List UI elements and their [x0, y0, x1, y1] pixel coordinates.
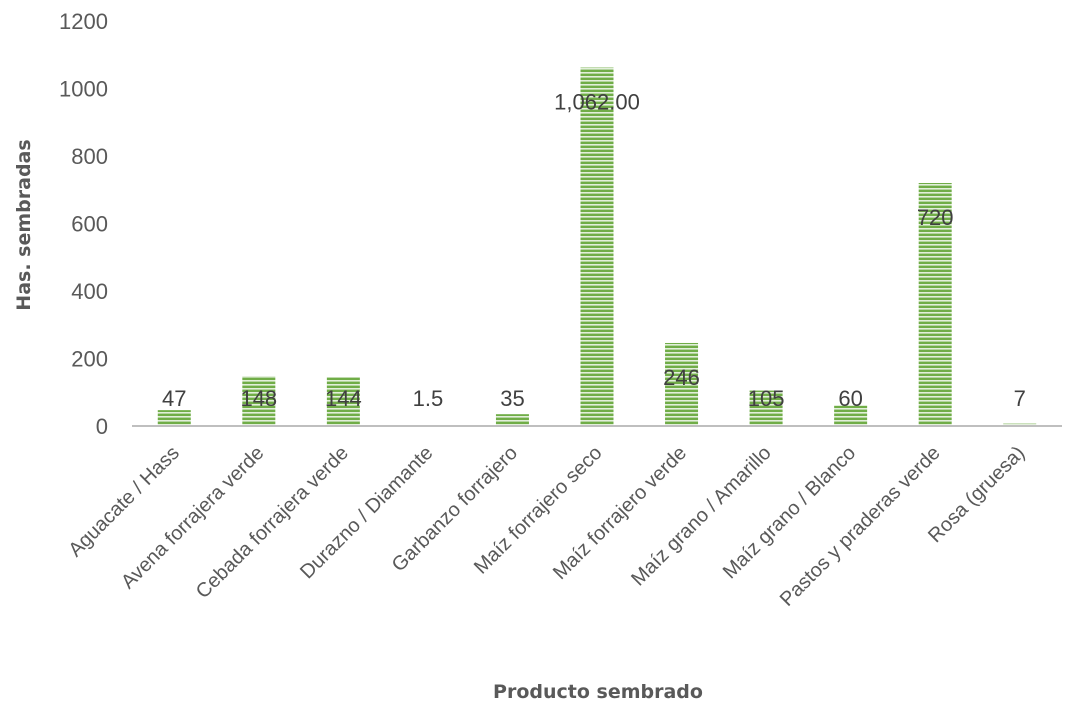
- bar: [157, 410, 191, 426]
- bar: [918, 183, 952, 426]
- data-label: 720: [917, 205, 954, 230]
- bar: [834, 405, 868, 426]
- data-label: 148: [240, 386, 277, 411]
- y-axis-title: Has. sembradas: [13, 139, 35, 310]
- y-tick-label: 200: [71, 347, 108, 372]
- bar: [665, 342, 699, 426]
- x-axis-title: Producto sembrado: [493, 681, 703, 703]
- data-label: 246: [663, 365, 700, 390]
- x-tick-label: Maíz grano / Amarillo: [627, 442, 775, 590]
- y-tick-label: 800: [71, 144, 108, 169]
- bar: [749, 390, 783, 426]
- y-tick-label: 1000: [59, 77, 108, 102]
- x-tick-label: Pastos y praderas verde: [776, 442, 945, 611]
- data-label: 60: [838, 386, 862, 411]
- y-tick-label: 400: [71, 279, 108, 304]
- x-tick-label: Cebada forrajera verde: [192, 442, 353, 603]
- data-label: 1.5: [413, 386, 444, 411]
- bar: [242, 376, 276, 426]
- bar: [326, 377, 360, 426]
- bar: [580, 67, 614, 426]
- bar: [1003, 423, 1037, 426]
- bars: [157, 67, 1037, 426]
- bar: [495, 414, 529, 426]
- data-label: 144: [325, 386, 362, 411]
- data-label: 35: [500, 386, 524, 411]
- y-tick-label: 1200: [59, 9, 108, 34]
- x-tick-label: Avena forrajera verde: [117, 442, 268, 593]
- data-label: 1,062.00: [554, 90, 640, 115]
- data-label: 105: [748, 386, 785, 411]
- data-labels: 47 148 144 1.5 35 1,062.00 246 105 60 720 7: [162, 90, 1026, 411]
- data-label: 47: [162, 386, 186, 411]
- data-label: 7: [1014, 386, 1026, 411]
- y-axis-ticks: 0 200 400 600 800 1000 1200: [59, 9, 108, 439]
- y-tick-label: 600: [71, 212, 108, 237]
- y-tick-label: 0: [96, 414, 108, 439]
